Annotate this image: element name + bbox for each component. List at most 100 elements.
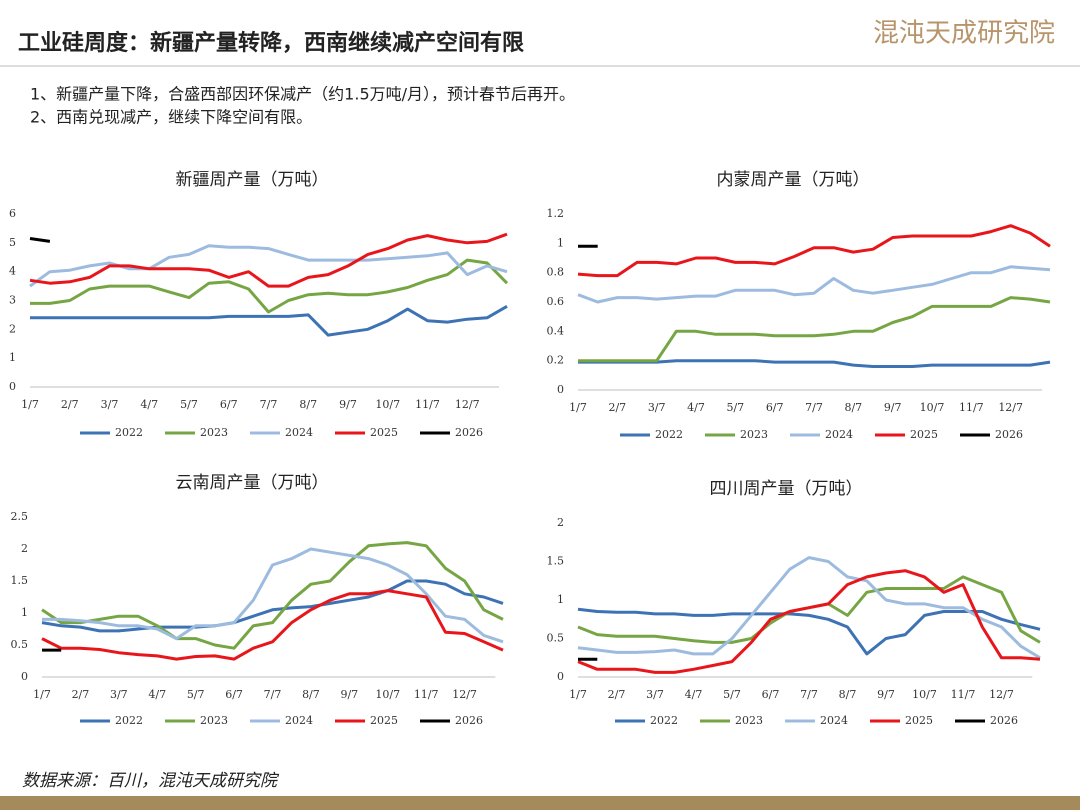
legend-label: 2023 (735, 714, 763, 727)
x-tick-label: 9/7 (884, 401, 902, 414)
x-tick-label: 1/7 (21, 398, 39, 411)
y-tick-label: 2 (21, 542, 28, 555)
footer-bar (0, 796, 1080, 810)
x-tick-label: 9/7 (339, 398, 357, 411)
note: 2、西南兑现减产，继续下降空间有限。 (30, 108, 312, 127)
series-line (29, 232, 508, 288)
legend-label: 2024 (820, 714, 848, 727)
y-tick-label: 0 (9, 380, 16, 393)
x-tick-label: 12/7 (452, 688, 477, 701)
y-tick-label: 0 (21, 670, 28, 683)
x-tick-label: 2/7 (608, 688, 626, 701)
legend-label: 2022 (115, 426, 143, 439)
series-line (577, 224, 1051, 278)
series-line (41, 579, 504, 633)
x-tick-label: 2/7 (72, 688, 90, 701)
x-tick-label: 2/7 (608, 401, 626, 414)
chart-title: 内蒙周产量（万吨） (717, 170, 870, 190)
y-tick-label: 1.2 (547, 207, 565, 220)
x-tick-label: 9/7 (340, 688, 358, 701)
x-tick-label: 10/7 (375, 398, 400, 411)
series-line (577, 265, 1051, 304)
legend-label: 2026 (990, 714, 1018, 727)
series-line (30, 258, 509, 314)
legend-label: 2026 (995, 428, 1023, 441)
legend-label: 2022 (655, 428, 683, 441)
x-tick-label: 5/7 (723, 688, 741, 701)
series-line (30, 305, 508, 337)
x-tick-label: 4/7 (687, 401, 705, 414)
x-tick-label: 3/7 (648, 401, 666, 414)
legend-label: 2025 (910, 428, 938, 441)
x-tick-label: 6/7 (762, 688, 780, 701)
chart-title: 四川周产量（万吨） (710, 479, 863, 499)
y-tick-label: 0.4 (547, 324, 565, 337)
legend-label: 2024 (825, 428, 853, 441)
x-tick-label: 3/7 (646, 688, 664, 701)
chart-title: 云南周产量（万吨） (176, 473, 329, 493)
y-tick-label: 1.5 (11, 574, 29, 587)
x-tick-label: 7/7 (264, 688, 282, 701)
series-line (577, 575, 1041, 644)
y-tick-label: 0 (557, 670, 564, 683)
x-tick-label: 12/7 (455, 398, 480, 411)
x-tick-label: 8/7 (839, 688, 857, 701)
legend-label: 2026 (455, 714, 483, 727)
x-tick-label: 10/7 (375, 688, 400, 701)
series-line (42, 547, 504, 644)
x-tick-label: 3/7 (101, 398, 119, 411)
legend-label: 2023 (200, 714, 228, 727)
x-tick-label: 1/7 (569, 688, 587, 701)
series-line (577, 569, 1041, 674)
y-tick-label: 1 (21, 606, 28, 619)
y-tick-label: 0.6 (547, 295, 565, 308)
note: 1、新疆产量下降，合盛西部因环保减产（约1.5万吨/月），预计春节后再开。 (30, 85, 575, 104)
x-tick-label: 11/7 (959, 401, 984, 414)
legend-label: 2025 (370, 714, 398, 727)
y-tick-label: 0.5 (547, 632, 565, 645)
x-tick-label: 6/7 (225, 688, 243, 701)
x-tick-label: 5/7 (726, 401, 744, 414)
x-tick-label: 12/7 (989, 688, 1014, 701)
y-tick-label: 2.5 (11, 510, 29, 523)
x-tick-label: 1/7 (33, 688, 51, 701)
legend-label: 2022 (650, 714, 678, 727)
x-tick-label: 11/7 (415, 398, 440, 411)
x-tick-label: 8/7 (299, 398, 317, 411)
series-line (577, 607, 1041, 656)
x-tick-label: 10/7 (912, 688, 937, 701)
y-tick-label: 1 (9, 351, 16, 364)
x-tick-label: 1/7 (569, 401, 587, 414)
x-tick-label: 8/7 (302, 688, 320, 701)
legend-label: 2023 (200, 426, 228, 439)
legend-label: 2025 (905, 714, 933, 727)
x-tick-label: 3/7 (110, 688, 128, 701)
y-tick-label: 0.8 (547, 266, 565, 279)
y-tick-label: 1.5 (547, 555, 565, 568)
x-tick-label: 11/7 (951, 688, 976, 701)
x-tick-label: 11/7 (414, 688, 439, 701)
series-line (41, 541, 504, 650)
chart-title: 新疆周产量（万吨） (176, 170, 329, 190)
legend-label: 2024 (285, 714, 313, 727)
x-tick-label: 5/7 (187, 688, 205, 701)
legend-label: 2023 (740, 428, 768, 441)
y-tick-label: 1 (557, 593, 564, 606)
legend-label: 2026 (455, 426, 483, 439)
x-tick-label: 10/7 (920, 401, 945, 414)
x-tick-label: 7/7 (260, 398, 278, 411)
logo: 混沌天成研究院 (873, 19, 1055, 49)
x-tick-label: 8/7 (844, 401, 862, 414)
x-tick-label: 12/7 (998, 401, 1023, 414)
legend-label: 2022 (115, 714, 143, 727)
x-tick-label: 7/7 (805, 401, 823, 414)
y-tick-label: 4 (9, 265, 16, 278)
series-line (41, 589, 504, 661)
x-tick-label: 6/7 (220, 398, 238, 411)
x-tick-label: 2/7 (61, 398, 79, 411)
legend-label: 2024 (285, 426, 313, 439)
y-tick-label: 6 (9, 207, 16, 220)
legend-label: 2025 (370, 426, 398, 439)
